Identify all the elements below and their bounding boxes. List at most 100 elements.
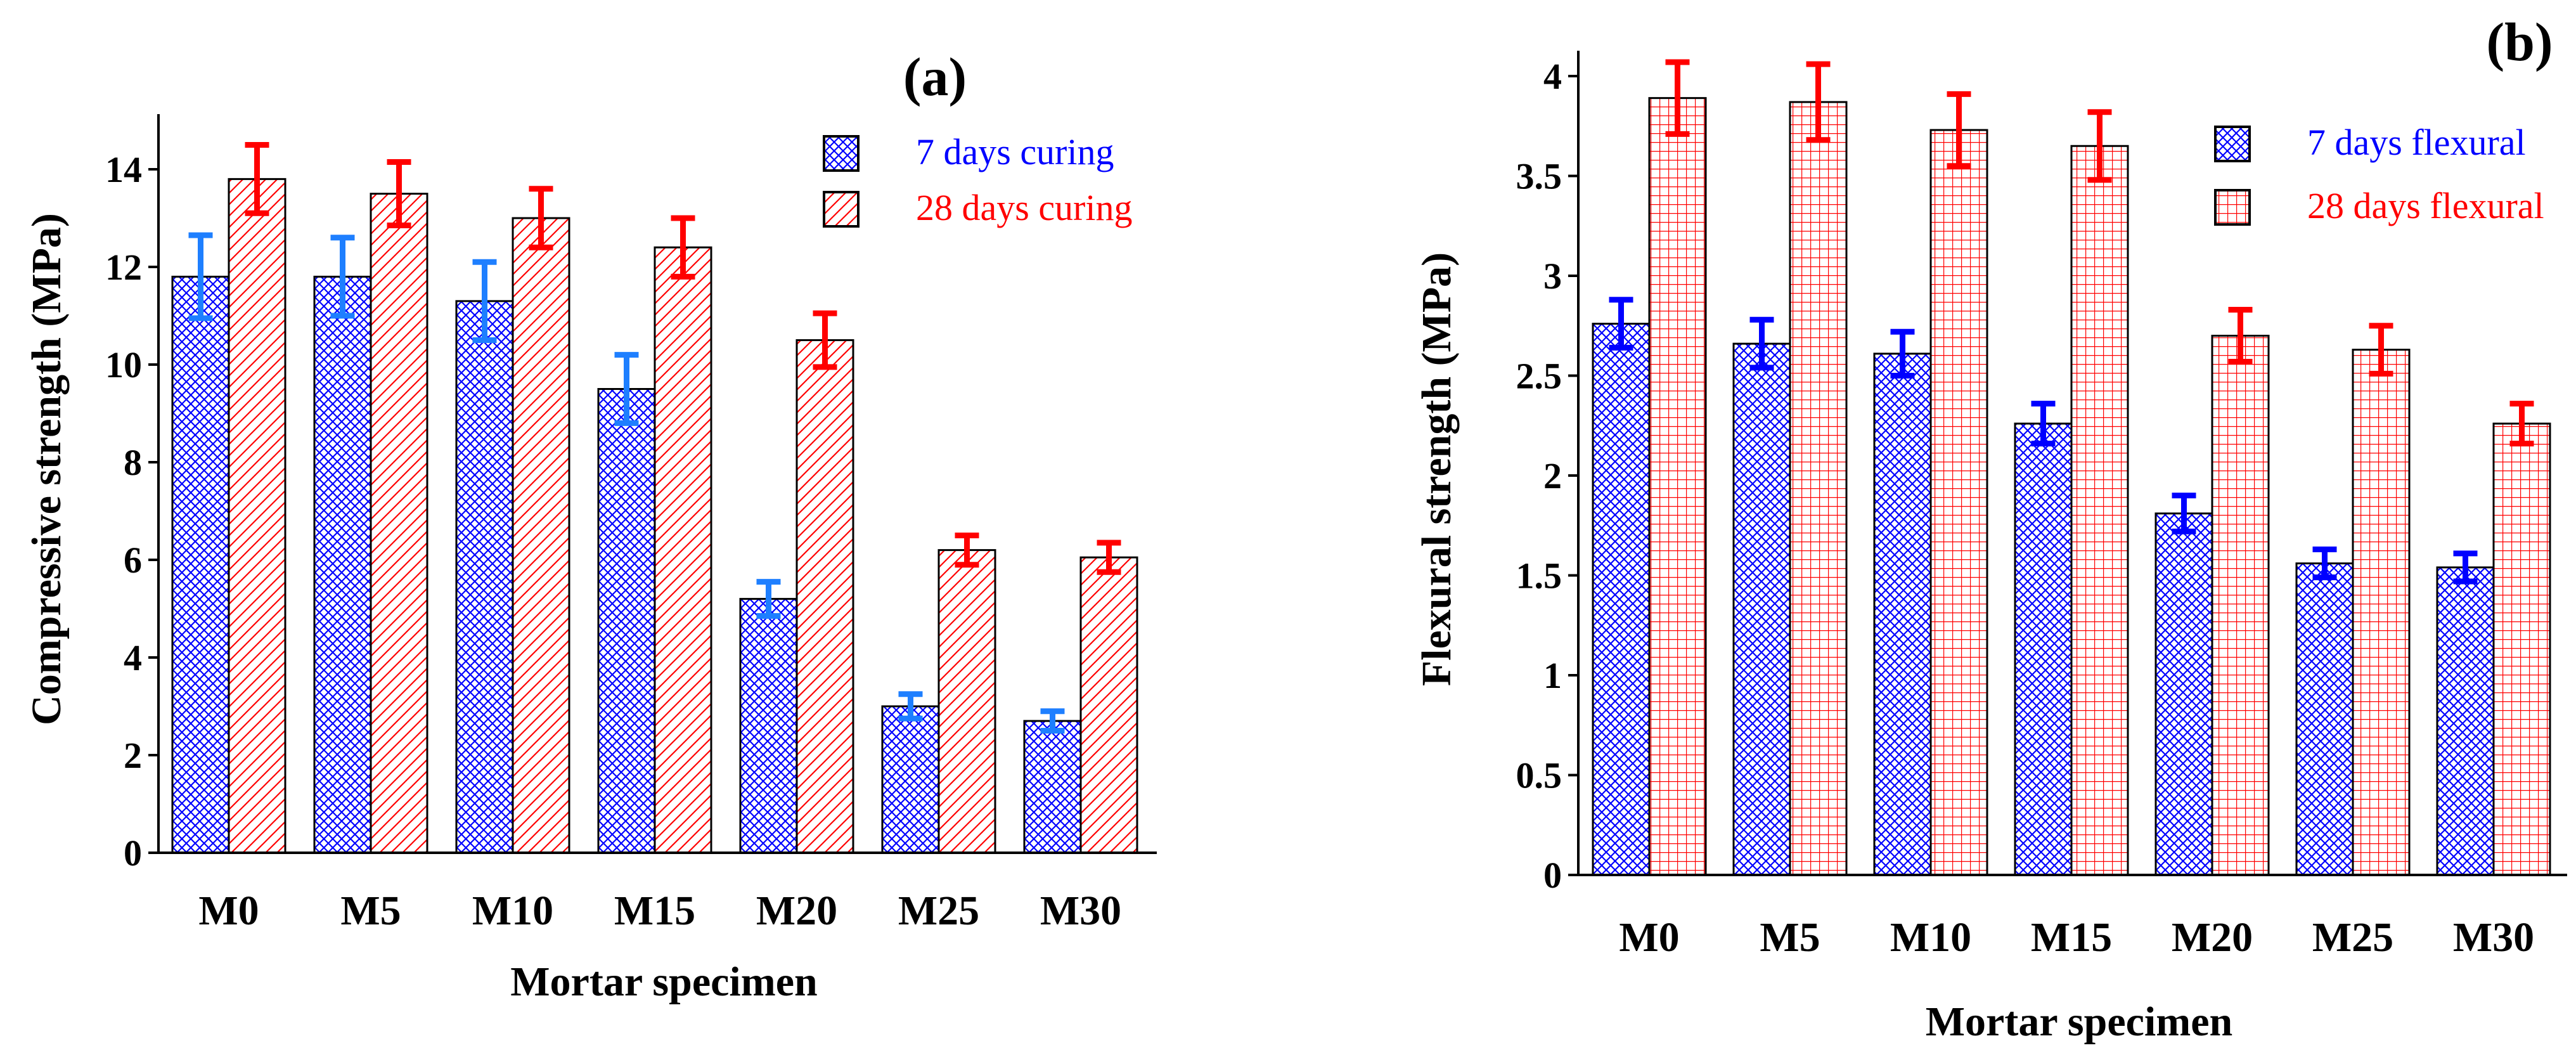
panel-label: (b) — [2486, 11, 2553, 72]
error-bar-m5-series-1 — [330, 235, 355, 319]
y-tick-label: 2 — [1543, 455, 1562, 496]
error-bar-m30-series-2 — [1097, 540, 1121, 575]
category-label-m25: M25 — [2312, 914, 2393, 961]
error-bar-m25-series-1 — [2312, 547, 2337, 581]
y-tick-label: 0 — [1543, 855, 1562, 896]
x-axis-title: Mortar specimen — [510, 959, 817, 1005]
y-tick-label: 0 — [124, 832, 142, 874]
y-tick-label: 4 — [124, 637, 142, 678]
bar-m0-series-2 — [1648, 97, 1707, 876]
bar-m30-series-2 — [2492, 422, 2551, 876]
bar-m5-series-2 — [370, 193, 428, 854]
legend-swatch-series-2 — [823, 191, 860, 228]
bar-m10-series-1 — [1873, 353, 1932, 876]
bar-m10-series-1 — [455, 300, 514, 854]
y-tick-label: 3.5 — [1516, 156, 1562, 197]
legend-label-series-2: 28 days flexural — [2307, 185, 2544, 226]
legend-label-series-2: 28 days curing — [916, 187, 1133, 228]
category-label-m20: M20 — [2172, 914, 2253, 961]
error-bar-m15-series-2 — [2087, 109, 2112, 183]
category-label-m5: M5 — [1760, 914, 1820, 961]
bar-m0-series-1 — [1592, 323, 1651, 876]
x-axis-title: Mortar specimen — [1926, 999, 2232, 1045]
category-label-m0: M0 — [1619, 914, 1679, 961]
error-bar-m20-series-1 — [756, 579, 781, 619]
category-label-m15: M15 — [614, 888, 695, 934]
category-label-m25: M25 — [898, 888, 979, 934]
y-tick-label: 14 — [105, 149, 142, 190]
category-label-m10: M10 — [1890, 914, 1971, 961]
y-tick-label: 1 — [1543, 655, 1562, 696]
bar-m15-series-2 — [654, 246, 712, 854]
error-bar-m10-series-1 — [472, 259, 497, 343]
legend: 7 days curing 28 days curing — [823, 131, 1133, 228]
bar-m20-series-1 — [2154, 512, 2213, 876]
category-label-m30: M30 — [2453, 914, 2534, 961]
category-label-m15: M15 — [2031, 914, 2112, 961]
y-tick-label: 2.5 — [1516, 356, 1562, 397]
bar-m25-series-2 — [2352, 349, 2411, 876]
category-label-m5: M5 — [340, 888, 401, 934]
y-tick-label: 6 — [124, 540, 142, 581]
error-bar-m15-series-1 — [614, 352, 639, 426]
y-tick-label: 3 — [1543, 256, 1562, 297]
bar-m15-series-2 — [2070, 145, 2129, 876]
bar-m10-series-2 — [1929, 129, 1988, 876]
bar-m10-series-2 — [512, 217, 570, 854]
bar-m0-series-1 — [171, 275, 230, 854]
error-bar-m5-series-1 — [1749, 316, 1774, 371]
legend-swatch-series-1 — [823, 135, 860, 172]
error-bar-m25-series-1 — [898, 691, 923, 722]
y-tick-label: 2 — [124, 735, 142, 776]
panel-label: (a) — [903, 46, 967, 107]
error-bar-m30-series-2 — [2509, 401, 2534, 447]
error-bar-m25-series-2 — [955, 533, 979, 568]
y-axis-title: Compressive strength (MPa) — [23, 213, 70, 725]
error-bar-m20-series-2 — [2228, 307, 2253, 365]
y-tick-label: 10 — [105, 344, 142, 385]
bar-m0-series-2 — [228, 178, 287, 854]
error-bar-m15-series-1 — [2031, 401, 2056, 447]
error-bar-m5-series-2 — [1806, 61, 1831, 143]
legend-label-series-1: 7 days flexural — [2307, 122, 2526, 163]
error-bar-m0-series-1 — [188, 232, 213, 321]
error-bar-m20-series-2 — [813, 310, 837, 370]
y-tick-label: 0.5 — [1516, 755, 1562, 796]
bar-m20-series-2 — [795, 339, 854, 854]
bar-m20-series-2 — [2211, 335, 2270, 876]
category-label-m20: M20 — [756, 888, 837, 934]
chart-flexural-strength: 0 0.5 1 1.5 2 2.5 3 3.5 4 M0 M5 M10 M15 M20 M25 M30 Mort… — [1414, 11, 2567, 1045]
legend-swatch-series-2 — [2214, 189, 2251, 226]
category-label-m10: M10 — [472, 888, 553, 934]
error-bar-m30-series-1 — [1040, 708, 1065, 734]
bar-m25-series-1 — [881, 705, 940, 854]
error-bar-m10-series-2 — [529, 186, 553, 250]
category-label-m0: M0 — [198, 888, 259, 934]
bar-m30-series-1 — [2436, 566, 2495, 876]
bar-m30-series-2 — [1079, 556, 1138, 854]
error-bar-m20-series-1 — [2172, 493, 2196, 534]
y-axis-title: Flexural strength (MPa) — [1414, 252, 1460, 686]
y-tick-label: 4 — [1543, 56, 1562, 97]
legend: 7 days flexural 28 days flexural — [2214, 122, 2544, 226]
bar-m15-series-1 — [597, 388, 656, 854]
error-bar-m30-series-1 — [2453, 550, 2478, 585]
bar-m5-series-1 — [1732, 342, 1791, 876]
error-bar-m10-series-2 — [1947, 91, 1971, 169]
y-tick-label: 12 — [105, 247, 142, 288]
bar-m15-series-1 — [2014, 422, 2073, 876]
bar-m5-series-1 — [313, 275, 372, 854]
legend-label-series-1: 7 days curing — [916, 131, 1114, 172]
category-label-m30: M30 — [1040, 888, 1121, 934]
error-bar-m0-series-1 — [1609, 297, 1633, 351]
error-bar-m5-series-2 — [387, 159, 411, 229]
bar-m25-series-2 — [937, 549, 996, 854]
bar-m25-series-1 — [2295, 562, 2354, 876]
error-bar-m15-series-2 — [671, 215, 695, 280]
legend-swatch-series-1 — [2214, 126, 2251, 162]
bar-m5-series-2 — [1789, 101, 1848, 876]
y-tick-label: 1.5 — [1516, 555, 1562, 597]
bar-m30-series-1 — [1023, 720, 1082, 854]
error-bar-m25-series-2 — [2369, 323, 2393, 377]
